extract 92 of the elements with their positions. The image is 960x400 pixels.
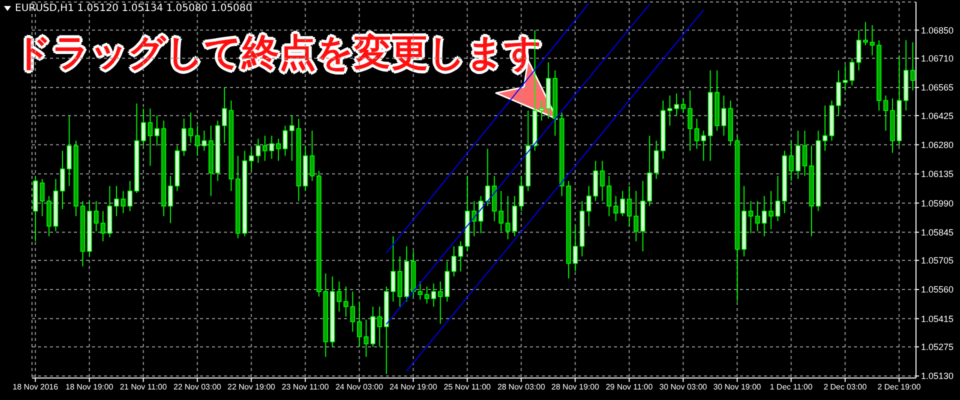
- x-tick-label: 23 Nov 11:00: [282, 382, 330, 392]
- x-tick-label: 18 Nov 2016: [12, 382, 59, 392]
- candlestick: [141, 108, 146, 146]
- candlestick: [94, 200, 99, 232]
- candlestick: [701, 130, 706, 162]
- y-tick-label: 1.05415: [921, 314, 954, 324]
- candlestick: [310, 130, 315, 182]
- candlestick: [606, 175, 612, 217]
- candlestick: [775, 175, 780, 222]
- candlestick: [748, 200, 754, 234]
- y-tick-label: 1.05845: [921, 227, 954, 238]
- candlestick: [600, 160, 605, 202]
- candlestick: [842, 64, 848, 91]
- candlestick: [856, 30, 862, 71]
- candlestick: [168, 175, 173, 224]
- candlestick: [100, 210, 106, 242]
- candlestick: [344, 286, 348, 318]
- candlestick: [836, 70, 841, 116]
- candlestick: [634, 190, 638, 242]
- x-tick-label: 28 Nov 03:00: [497, 382, 546, 392]
- candlestick: [269, 135, 274, 160]
- candlestick: [290, 115, 294, 162]
- candlestick: [688, 90, 692, 152]
- y-tick-label: 1.06280: [921, 140, 954, 150]
- candlestick: [154, 115, 160, 146]
- x-tick-label: 22 Nov 19:00: [228, 382, 276, 392]
- candlestick: [262, 135, 268, 162]
- candlestick: [822, 105, 828, 152]
- x-tick-label: 1 Dec 11:00: [770, 382, 813, 392]
- candlestick: [863, 22, 868, 46]
- candlestick: [762, 196, 767, 237]
- candlestick: [377, 306, 382, 348]
- x-tick-label: 18 Nov 19:00: [66, 382, 114, 392]
- x-tick-label: 2 Dec 03:00: [824, 382, 868, 392]
- candlestick: [188, 112, 194, 144]
- candlestick: [202, 130, 207, 152]
- candlestick: [128, 180, 132, 212]
- x-tick-label: 29 Nov 11:00: [606, 382, 654, 392]
- y-tick-label: 1.05130: [921, 371, 954, 382]
- candlestick: [222, 86, 227, 144]
- candlestick: [694, 118, 700, 150]
- candlestick: [282, 125, 288, 156]
- candlestick: [182, 118, 186, 156]
- candlestick: [148, 108, 153, 166]
- candlestick: [195, 125, 200, 156]
- y-tick-label: 1.06565: [921, 82, 954, 93]
- candlestick: [357, 301, 362, 348]
- candlestick: [667, 94, 672, 126]
- x-tick-label: 28 Nov 19:00: [551, 382, 600, 392]
- x-tick-label: 24 Nov 19:00: [389, 382, 438, 392]
- candlestick: [120, 190, 126, 214]
- x-tick-label: 22 Nov 03:00: [174, 382, 222, 392]
- y-tick-label: 1.06425: [921, 110, 954, 121]
- candlestick: [66, 115, 72, 186]
- x-tick-label: 2 Dec 19:00: [878, 382, 922, 392]
- y-tick-label: 1.05705: [921, 256, 954, 266]
- candlestick: [654, 140, 659, 180]
- candlestick: [256, 138, 261, 164]
- candlestick: [768, 190, 774, 230]
- candlestick: [586, 185, 592, 227]
- y-tick-label: 1.06850: [921, 25, 954, 36]
- x-tick-label: 30 Nov 19:00: [713, 382, 762, 392]
- y-tick-label: 1.05275: [921, 342, 954, 352]
- candlestick: [40, 178, 45, 217]
- candlestick: [883, 94, 888, 132]
- candlestick: [249, 148, 254, 172]
- x-tick-label: 25 Nov 11:00: [444, 382, 492, 392]
- candlestick: [802, 130, 808, 176]
- candlestick: [364, 319, 369, 358]
- candlestick: [850, 58, 854, 86]
- x-tick-label: 30 Nov 03:00: [659, 382, 708, 392]
- candlestick: [613, 196, 618, 222]
- candlestick: [680, 98, 686, 114]
- y-tick-label: 1.06710: [921, 53, 954, 64]
- candlestick: [788, 140, 794, 182]
- candlestick: [114, 185, 119, 217]
- candlestick: [674, 92, 679, 116]
- y-tick-label: 1.05990: [921, 198, 954, 208]
- x-tick-label: 21 Nov 11:00: [120, 382, 168, 392]
- candlestick: [626, 185, 632, 227]
- candlestick: [276, 138, 281, 162]
- candlestick: [572, 226, 578, 272]
- candlestick: [755, 200, 760, 232]
- chart-title: EURUSD,H1 1.05120 1.05134 1.05080 1.05080: [15, 3, 252, 14]
- y-tick-label: 1.06135: [921, 169, 954, 180]
- x-tick-label: 24 Nov 03:00: [335, 382, 384, 392]
- y-tick-label: 1.05560: [921, 284, 954, 295]
- candlestick: [60, 150, 65, 210]
- candlestick: [350, 291, 356, 332]
- candlestick: [336, 280, 342, 312]
- candlestick: [721, 94, 726, 136]
- candlestick: [620, 190, 625, 217]
